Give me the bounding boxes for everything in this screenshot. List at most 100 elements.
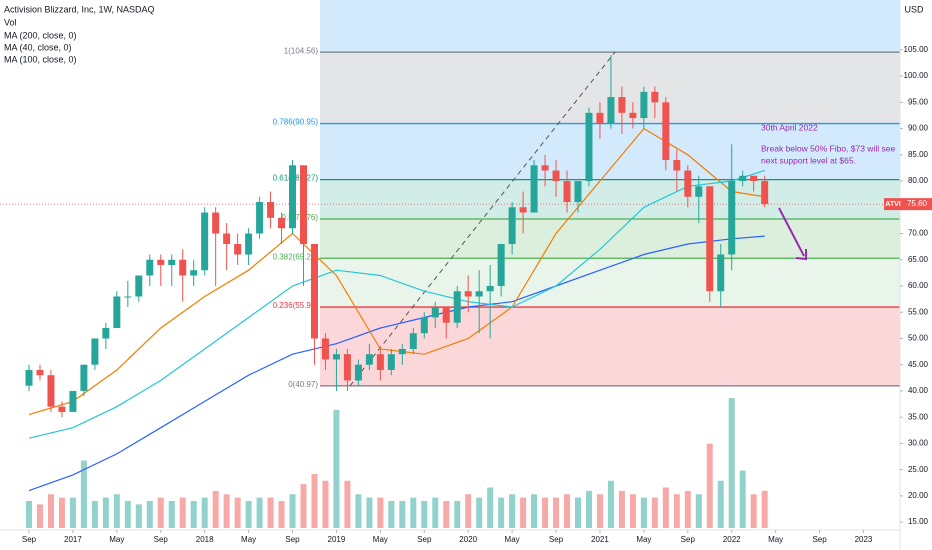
candle-body	[47, 375, 55, 407]
volume-bar	[596, 494, 603, 528]
x-tick-label: 2019	[328, 535, 346, 544]
y-tick-label: 55.00	[908, 307, 929, 316]
x-tick-label: May	[636, 535, 651, 544]
candle-body	[717, 254, 725, 292]
candle-body	[168, 259, 176, 265]
candle-body	[486, 285, 494, 292]
x-tick-label: 2022	[723, 535, 741, 544]
volume-bar	[487, 487, 494, 528]
candle-body	[706, 186, 714, 292]
price-tag-symbol-bg	[884, 198, 902, 211]
y-tick-label: 65.00	[908, 255, 929, 264]
price-axis-bg	[900, 0, 932, 550]
fib-label: 0.786(90.95)	[273, 118, 319, 127]
volume-bar	[553, 497, 560, 528]
candle-body	[728, 181, 736, 255]
volume-bar	[750, 494, 757, 528]
volume-bar	[289, 494, 296, 528]
volume-bar	[80, 460, 87, 528]
candle-body	[365, 354, 373, 365]
candle-body	[497, 244, 505, 286]
arrow-line	[778, 207, 805, 257]
candle-body	[596, 112, 604, 124]
volume-bar	[640, 497, 647, 528]
y-tick-label: 30.00	[908, 439, 929, 448]
candle-body	[321, 338, 329, 360]
volume-bar	[443, 501, 450, 528]
candle-body	[530, 165, 538, 213]
volume-bar	[311, 474, 318, 528]
x-tick-label: May	[109, 535, 124, 544]
candle-body	[135, 275, 143, 297]
candle-body	[541, 165, 549, 171]
x-tick-label: May	[373, 535, 388, 544]
volume-bar	[520, 497, 527, 528]
volume-bar	[47, 494, 54, 528]
volume-bar	[377, 497, 384, 528]
candle-body	[146, 259, 154, 276]
candle-body	[695, 186, 703, 197]
y-tick-label: 105.00	[904, 45, 929, 54]
candle-body	[343, 354, 351, 381]
volume-bar	[366, 497, 373, 528]
candle-body	[376, 354, 384, 370]
x-tick-label: Sep	[22, 535, 37, 544]
fib-band	[320, 307, 900, 386]
candle-body	[212, 212, 220, 234]
candle-body	[431, 306, 439, 318]
x-tick-label: 2018	[196, 535, 214, 544]
candle-body	[420, 317, 428, 334]
candle-body	[36, 369, 44, 376]
volume-bar	[91, 501, 98, 528]
x-tick-label: 2023	[855, 535, 873, 544]
y-tick-label: 95.00	[908, 97, 929, 106]
candle-body	[563, 181, 571, 203]
volume-bar	[344, 480, 351, 528]
fib-band	[320, 123, 900, 180]
annotation-date: 30th April 2022	[761, 122, 818, 132]
volume-bar	[717, 480, 724, 528]
price-tag: 75.60	[907, 199, 928, 208]
candle-body	[662, 102, 670, 161]
volume-legend: Vol	[4, 17, 17, 27]
volume-bar	[575, 497, 581, 528]
candle-body	[464, 291, 472, 297]
volume-bar	[564, 494, 571, 528]
y-tick-label: 70.00	[908, 229, 929, 238]
volume-bar	[146, 501, 153, 528]
candle-body	[256, 202, 264, 234]
candle-body	[673, 160, 681, 171]
candle-body	[574, 181, 582, 203]
volume-bar	[629, 494, 636, 528]
volume-bar	[267, 497, 274, 528]
volume-bar	[179, 497, 186, 528]
candle-body	[409, 333, 417, 349]
price-tag-symbol: ATVI	[885, 201, 900, 208]
volume-bar	[26, 501, 32, 528]
volume-bar	[201, 497, 208, 528]
volume-bar	[190, 501, 197, 528]
volume-bar	[278, 501, 285, 528]
volume-bar	[322, 480, 329, 528]
x-tick-label: 2020	[459, 535, 477, 544]
volume-bar	[223, 494, 230, 528]
candle-body	[761, 181, 769, 205]
volume-bar	[102, 497, 109, 528]
candle-body	[651, 91, 659, 103]
candle-body	[300, 165, 307, 245]
y-tick-label: 15.00	[908, 517, 929, 526]
candle-body	[69, 390, 77, 412]
fib-label: 0.236(55.98)	[273, 301, 319, 310]
candle-body	[278, 217, 286, 229]
candle-body	[398, 348, 406, 355]
volume-bar	[410, 497, 417, 528]
volume-bar	[662, 487, 669, 528]
y-tick-label: 40.00	[908, 386, 929, 395]
annotation-text: next support level at $65.	[761, 155, 856, 165]
axes: 15.00 20.00 25.00 30.00 35.00 40.00 45.00 50.00…	[22, 45, 932, 544]
candle-body	[223, 233, 231, 245]
plot-area: 30th April 2022 Break below 50% Fibo, $73…	[25, 55, 895, 528]
currency: USD	[904, 4, 924, 14]
candle-body	[332, 354, 340, 360]
